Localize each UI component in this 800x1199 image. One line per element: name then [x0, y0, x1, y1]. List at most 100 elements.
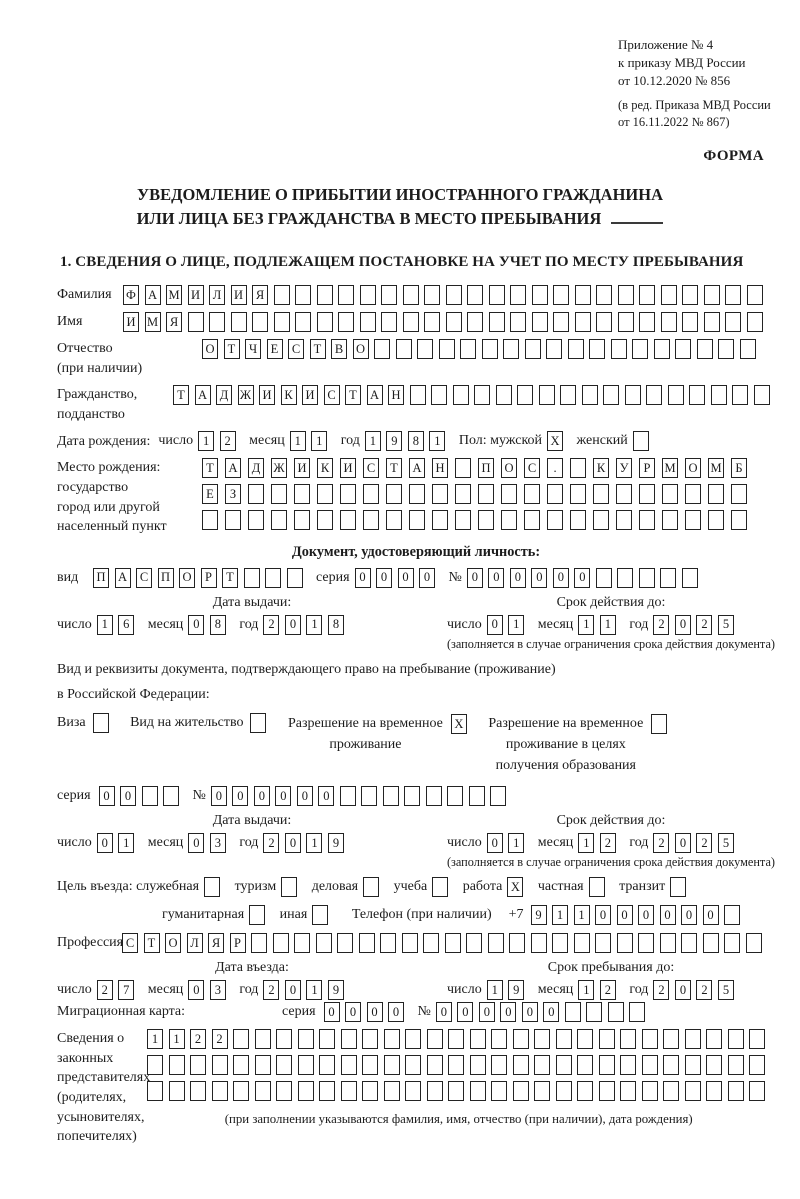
- char-box[interactable]: Т: [223, 339, 240, 360]
- char-box[interactable]: О: [352, 339, 369, 360]
- char-box[interactable]: [589, 339, 605, 360]
- char-box[interactable]: [632, 431, 649, 452]
- char-box[interactable]: 0: [674, 980, 691, 1001]
- char-box[interactable]: [271, 510, 287, 531]
- char-box[interactable]: [386, 510, 402, 531]
- char-box[interactable]: .: [547, 458, 563, 479]
- char-box[interactable]: [512, 1055, 529, 1076]
- char-box[interactable]: [141, 786, 158, 807]
- char-box[interactable]: [426, 1029, 443, 1050]
- purpose-transit-checkbox[interactable]: [670, 877, 692, 898]
- char-box[interactable]: [432, 510, 448, 531]
- char-box[interactable]: [667, 385, 684, 406]
- char-box[interactable]: [534, 1055, 550, 1076]
- char-box[interactable]: [315, 933, 332, 954]
- char-box[interactable]: 1: [508, 614, 525, 635]
- char-box[interactable]: [684, 1081, 701, 1102]
- char-box[interactable]: 1: [486, 980, 503, 1001]
- char-box[interactable]: [746, 285, 763, 306]
- char-box[interactable]: [552, 933, 568, 954]
- char-box[interactable]: 5: [717, 980, 734, 1001]
- char-box[interactable]: [641, 1055, 658, 1076]
- char-box[interactable]: Т: [386, 458, 402, 479]
- char-box[interactable]: [409, 385, 426, 406]
- char-box[interactable]: 1: [599, 614, 616, 635]
- char-box[interactable]: [706, 1055, 722, 1076]
- char-box[interactable]: 0: [296, 786, 313, 807]
- char-box[interactable]: [317, 484, 333, 505]
- char-box[interactable]: [295, 285, 311, 306]
- char-box[interactable]: 2: [696, 614, 713, 635]
- char-box[interactable]: [660, 567, 677, 588]
- char-box[interactable]: [639, 510, 655, 531]
- char-box[interactable]: [405, 1081, 421, 1102]
- char-box[interactable]: [395, 339, 412, 360]
- char-box[interactable]: 2: [96, 980, 113, 1001]
- char-box[interactable]: [478, 510, 494, 531]
- char-box[interactable]: М: [166, 285, 182, 306]
- char-box[interactable]: [574, 312, 591, 333]
- char-box[interactable]: Я: [166, 312, 182, 333]
- char-box[interactable]: [595, 567, 612, 588]
- char-box[interactable]: Ж: [237, 385, 254, 406]
- char-box[interactable]: С: [524, 458, 540, 479]
- char-box[interactable]: [424, 312, 440, 333]
- char-box[interactable]: [488, 285, 505, 306]
- char-box[interactable]: [598, 1081, 615, 1102]
- char-box[interactable]: 0: [509, 567, 526, 588]
- char-box[interactable]: 0: [674, 833, 691, 854]
- char-box[interactable]: О: [179, 567, 195, 588]
- char-box[interactable]: [624, 385, 641, 406]
- char-box[interactable]: [359, 312, 376, 333]
- char-box[interactable]: [297, 1055, 314, 1076]
- char-box[interactable]: [531, 312, 548, 333]
- char-box[interactable]: [467, 312, 483, 333]
- char-box[interactable]: 1: [552, 905, 569, 926]
- char-box[interactable]: А: [225, 458, 241, 479]
- char-box[interactable]: [616, 933, 633, 954]
- char-box[interactable]: 0: [323, 1002, 340, 1023]
- char-box[interactable]: [251, 933, 267, 954]
- char-box[interactable]: 2: [599, 980, 616, 1001]
- char-box[interactable]: [233, 1081, 249, 1102]
- char-box[interactable]: [689, 385, 705, 406]
- char-box[interactable]: [495, 385, 512, 406]
- char-box[interactable]: [617, 567, 634, 588]
- char-box[interactable]: [358, 933, 375, 954]
- char-box[interactable]: [338, 285, 354, 306]
- char-box[interactable]: [685, 510, 701, 531]
- char-box[interactable]: Я: [252, 285, 268, 306]
- char-box[interactable]: 0: [275, 786, 292, 807]
- char-box[interactable]: [409, 484, 425, 505]
- char-box[interactable]: [466, 933, 482, 954]
- char-box[interactable]: [409, 510, 425, 531]
- char-box[interactable]: [340, 484, 356, 505]
- char-box[interactable]: [662, 510, 678, 531]
- char-box[interactable]: 3: [209, 833, 226, 854]
- char-box[interactable]: Ч: [245, 339, 261, 360]
- char-box[interactable]: 1: [96, 614, 113, 635]
- char-box[interactable]: [727, 1081, 744, 1102]
- purpose-private-checkbox[interactable]: [588, 877, 611, 898]
- char-box[interactable]: [487, 933, 504, 954]
- char-box[interactable]: 9: [327, 833, 344, 854]
- char-box[interactable]: [749, 1029, 765, 1050]
- char-box[interactable]: [491, 1081, 507, 1102]
- char-box[interactable]: О: [501, 458, 517, 479]
- char-box[interactable]: [651, 714, 668, 735]
- char-box[interactable]: [538, 385, 555, 406]
- char-box[interactable]: [577, 1029, 593, 1050]
- char-box[interactable]: [581, 385, 598, 406]
- char-box[interactable]: [753, 385, 770, 406]
- char-box[interactable]: Р: [200, 567, 217, 588]
- char-box[interactable]: [662, 484, 678, 505]
- char-box[interactable]: [603, 385, 619, 406]
